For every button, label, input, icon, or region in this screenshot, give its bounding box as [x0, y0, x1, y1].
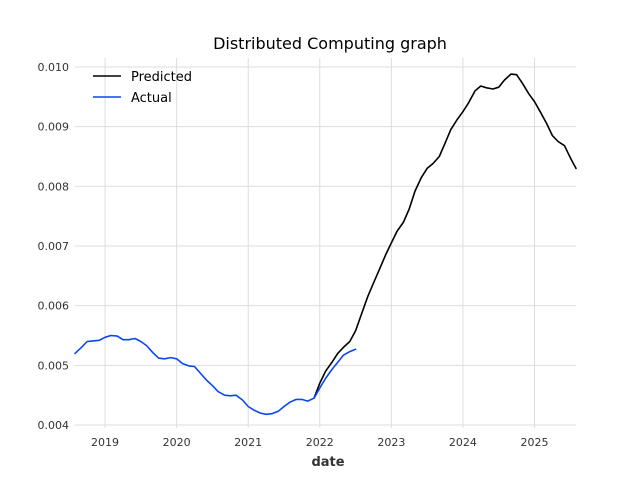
y-tick-label: 0.009	[38, 121, 70, 134]
x-tick-label: 2025	[520, 436, 548, 449]
y-axis-ticks: 0.004 0.005 0.006 0.007 0.008 0.009 0.010	[38, 61, 70, 432]
y-tick-label: 0.004	[38, 419, 70, 432]
series-line-actual	[74, 334, 357, 416]
legend: Predicted Actual	[93, 70, 192, 106]
chart-title: Distributed Computing graph	[213, 34, 447, 53]
x-tick-label: 2022	[306, 436, 334, 449]
y-tick-label: 0.010	[38, 61, 70, 74]
y-tick-label: 0.005	[38, 359, 70, 372]
x-axis-ticks: 2019 2020 2021 2022 2023 2024 2025	[91, 436, 548, 449]
x-tick-label: 2023	[377, 436, 405, 449]
x-axis-label: date	[311, 455, 344, 470]
x-tick-label: 2021	[234, 436, 262, 449]
x-tick-label: 2020	[163, 436, 191, 449]
series-lines	[74, 73, 577, 416]
y-tick-label: 0.006	[38, 300, 70, 313]
x-tick-label: 2024	[449, 436, 477, 449]
y-tick-label: 0.007	[38, 240, 70, 253]
series-line-predicted	[313, 73, 577, 400]
x-tick-label: 2019	[91, 436, 119, 449]
legend-label-actual: Actual	[131, 91, 172, 106]
legend-label-predicted: Predicted	[131, 70, 192, 85]
y-tick-label: 0.008	[38, 180, 70, 193]
